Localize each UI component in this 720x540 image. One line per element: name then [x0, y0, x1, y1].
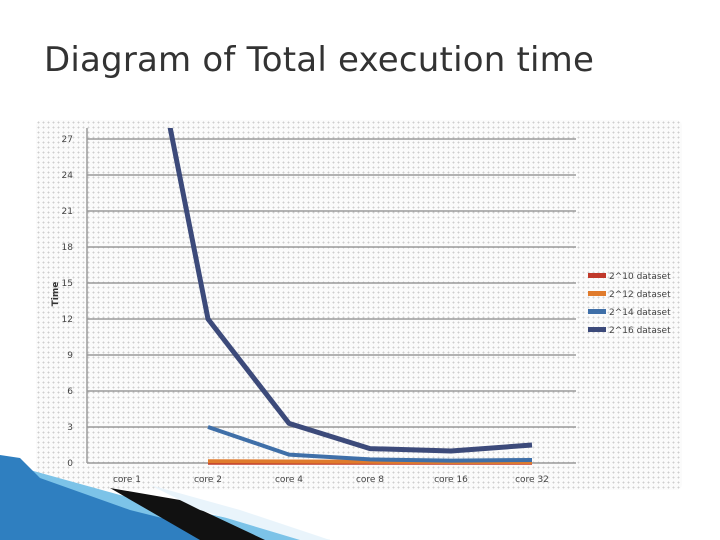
swoosh-dark — [110, 488, 265, 540]
legend-label-4: 2^16 dataset — [609, 326, 671, 336]
swoosh-white — [150, 485, 330, 540]
legend-label-1: 2^10 dataset — [609, 272, 671, 282]
x-tick-labels: core 1 core 2 core 4 core 8 core 16 core 32 — [113, 475, 549, 485]
x-tick-core-4: core 4 — [275, 475, 303, 485]
legend-swatch-3 — [588, 309, 606, 314]
legend-label-2: 2^12 dataset — [609, 290, 671, 300]
series-line-4 — [167, 128, 533, 454]
y-tick-labels: 0 3 6 9 12 15 18 21 24 27 — [62, 135, 74, 469]
y-tick-6: 6 — [67, 387, 73, 397]
legend-swatch-2 — [588, 291, 606, 296]
y-axis-label: Time — [51, 282, 61, 307]
swoosh-blue — [0, 455, 250, 540]
x-tick-core-16: core 16 — [434, 475, 468, 485]
series-line-3 — [207, 425, 533, 463]
y-tick-24: 24 — [62, 171, 74, 181]
y-tick-0: 0 — [67, 459, 73, 469]
x-tick-core-8: core 8 — [356, 475, 384, 485]
chart-panel — [36, 120, 682, 490]
y-tick-27: 27 — [62, 135, 73, 145]
series-lines — [167, 128, 533, 465]
x-tick-core-32: core 32 — [515, 475, 549, 485]
y-tick-15: 15 — [62, 279, 73, 289]
y-tick-3: 3 — [67, 423, 73, 433]
y-tick-21: 21 — [62, 207, 73, 217]
x-tick-core-2: core 2 — [194, 475, 222, 485]
grid-lines — [86, 128, 576, 464]
slide-title: Diagram of Total execution time — [44, 40, 595, 80]
legend-swatch-4 — [588, 327, 606, 332]
legend-swatch-1 — [588, 273, 606, 278]
decorative-swoosh — [0, 455, 330, 540]
x-tick-core-1: core 1 — [113, 475, 141, 485]
y-tick-12: 12 — [62, 315, 73, 325]
y-tick-18: 18 — [62, 243, 74, 253]
legend: 2^10 dataset 2^12 dataset 2^14 dataset 2^16… — [588, 272, 671, 336]
legend-label-3: 2^14 dataset — [609, 308, 671, 318]
y-tick-9: 9 — [67, 351, 73, 361]
